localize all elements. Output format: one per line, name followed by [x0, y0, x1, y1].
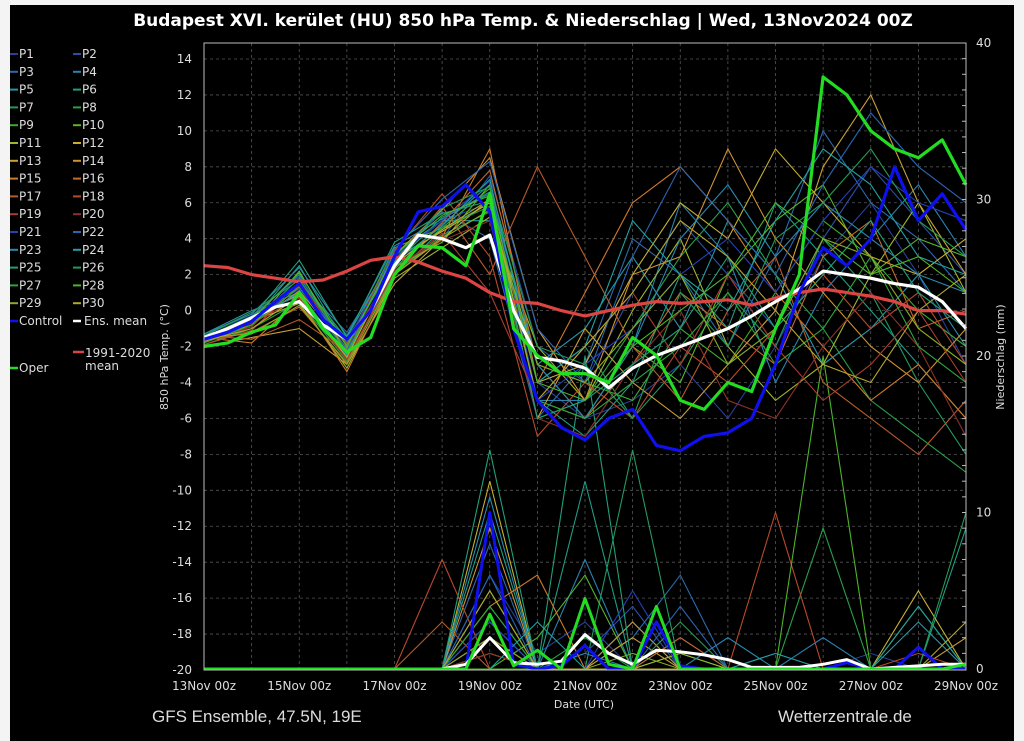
- y-tick-label: 4: [184, 232, 192, 246]
- y-tick-label: -20: [172, 663, 192, 677]
- y2-tick-label: 30: [976, 193, 991, 207]
- temp-line-p17: [203, 165, 967, 456]
- legend-item-oper: Oper: [19, 361, 48, 375]
- x-axis-label: Date (UTC): [554, 698, 614, 711]
- y-tick-label: -2: [180, 340, 192, 354]
- tick-labels: 14121086420-2-4-6-8-10-12-14-16-18-2013N…: [172, 36, 998, 693]
- legend-item-p6: P6: [82, 83, 97, 97]
- y2-tick-label: 0: [976, 662, 984, 676]
- temp-lines: [203, 75, 968, 473]
- legend-item-p29: P29: [19, 296, 42, 310]
- y-axis-label: 850 hPa Temp. (°C): [158, 304, 171, 410]
- legend-item-p10: P10: [82, 118, 105, 132]
- footer-site: Wetterzentrale.de: [778, 707, 912, 726]
- temp-line-p13: [203, 93, 967, 420]
- temp-line-ens-mean: [203, 233, 968, 390]
- legend: P1 P2 P3 P4 P5 P6 P7 P8 P9 P10 P11 P12 P13 P14 P15 P16 P…: [10, 47, 150, 375]
- x-tick-label: 19Nov 00z: [458, 679, 522, 693]
- legend-item-p1: P1: [19, 47, 34, 61]
- x-tick-label: 21Nov 00z: [553, 679, 617, 693]
- y2-axis-label: Niederschlag (mm): [994, 304, 1007, 409]
- x-tick-label: 27Nov 00z: [839, 679, 903, 693]
- legend-item-p7: P7: [19, 100, 34, 114]
- legend-item-p26: P26: [82, 261, 105, 275]
- legend-item-p2: P2: [82, 47, 97, 61]
- legend-item-p16: P16: [82, 172, 105, 186]
- legend-item-p21: P21: [19, 225, 42, 239]
- y-tick-label: -10: [172, 483, 192, 497]
- legend-item-p23: P23: [19, 243, 42, 257]
- legend-item-p9: P9: [19, 118, 34, 132]
- y-tick-label: 0: [184, 304, 192, 318]
- precip-lines: [204, 355, 967, 672]
- x-tick-label: 23Nov 00z: [648, 679, 712, 693]
- y-tick-label: 6: [184, 196, 192, 210]
- legend-item-p30: P30: [82, 296, 105, 310]
- temp-line-control: [203, 165, 968, 453]
- y2-tick-label: 40: [976, 36, 991, 50]
- legend-item-p17: P17: [19, 189, 42, 203]
- precip-line-oper: [204, 597, 967, 671]
- x-tick-label: 13Nov 00z: [172, 679, 236, 693]
- temp-line-1991-2020-mean: [203, 255, 967, 318]
- y-tick-label: 10: [177, 124, 192, 138]
- legend-item-p22: P22: [82, 225, 105, 239]
- legend-item-p19: P19: [19, 207, 42, 221]
- y-tick-label: -14: [172, 555, 192, 569]
- legend-item-control: Control: [19, 314, 62, 328]
- chart-title: Budapest XVI. kerület (HU) 850 hPa Temp.…: [133, 11, 913, 31]
- legend-item-p20: P20: [82, 207, 105, 221]
- legend-item-p15: P15: [19, 172, 42, 186]
- temp-line-p15: [203, 147, 967, 419]
- temp-line-p28: [203, 194, 967, 402]
- temp-line-p26: [203, 147, 967, 420]
- y-tick-label: -16: [172, 591, 192, 605]
- y2-tick-label: 20: [976, 349, 991, 363]
- legend-item-p14: P14: [82, 154, 105, 168]
- legend-item-clim-mean: 1991-2020: [85, 346, 150, 360]
- legend-item-p3: P3: [19, 65, 34, 79]
- y-tick-label: -8: [180, 447, 192, 461]
- y-tick-label: 14: [177, 52, 192, 66]
- temp-line-p29: [203, 209, 967, 384]
- legend-item-ens-mean: Ens. mean: [84, 314, 147, 328]
- y-tick-label: 8: [184, 160, 192, 174]
- y-tick-label: -6: [180, 411, 192, 425]
- x-tick-label: 29Nov 00z: [934, 679, 998, 693]
- legend-item-p18: P18: [82, 189, 105, 203]
- legend-item-clim-mean-2: mean: [85, 359, 119, 373]
- legend-item-p25: P25: [19, 261, 42, 275]
- legend-item-p4: P4: [82, 65, 97, 79]
- y-tick-label: -18: [172, 627, 192, 641]
- footer-source: GFS Ensemble, 47.5N, 19E: [152, 707, 362, 726]
- y-tick-label: -12: [172, 519, 192, 533]
- legend-item-p13: P13: [19, 154, 42, 168]
- legend-item-p27: P27: [19, 278, 42, 292]
- legend-item-p5: P5: [19, 83, 34, 97]
- x-tick-label: 15Nov 00z: [267, 679, 331, 693]
- y-tick-label: 2: [184, 268, 192, 282]
- y-tick-label: -4: [180, 375, 192, 389]
- y-tick-label: 12: [177, 88, 192, 102]
- temp-line-oper: [203, 75, 968, 411]
- legend-item-p24: P24: [82, 243, 105, 257]
- legend-item-p28: P28: [82, 278, 105, 292]
- legend-item-p12: P12: [82, 136, 105, 150]
- x-tick-label: 17Nov 00z: [362, 679, 426, 693]
- legend-item-p8: P8: [82, 100, 97, 114]
- y2-tick-label: 10: [976, 506, 991, 520]
- x-tick-label: 25Nov 00z: [743, 679, 807, 693]
- legend-item-p11: P11: [19, 136, 42, 150]
